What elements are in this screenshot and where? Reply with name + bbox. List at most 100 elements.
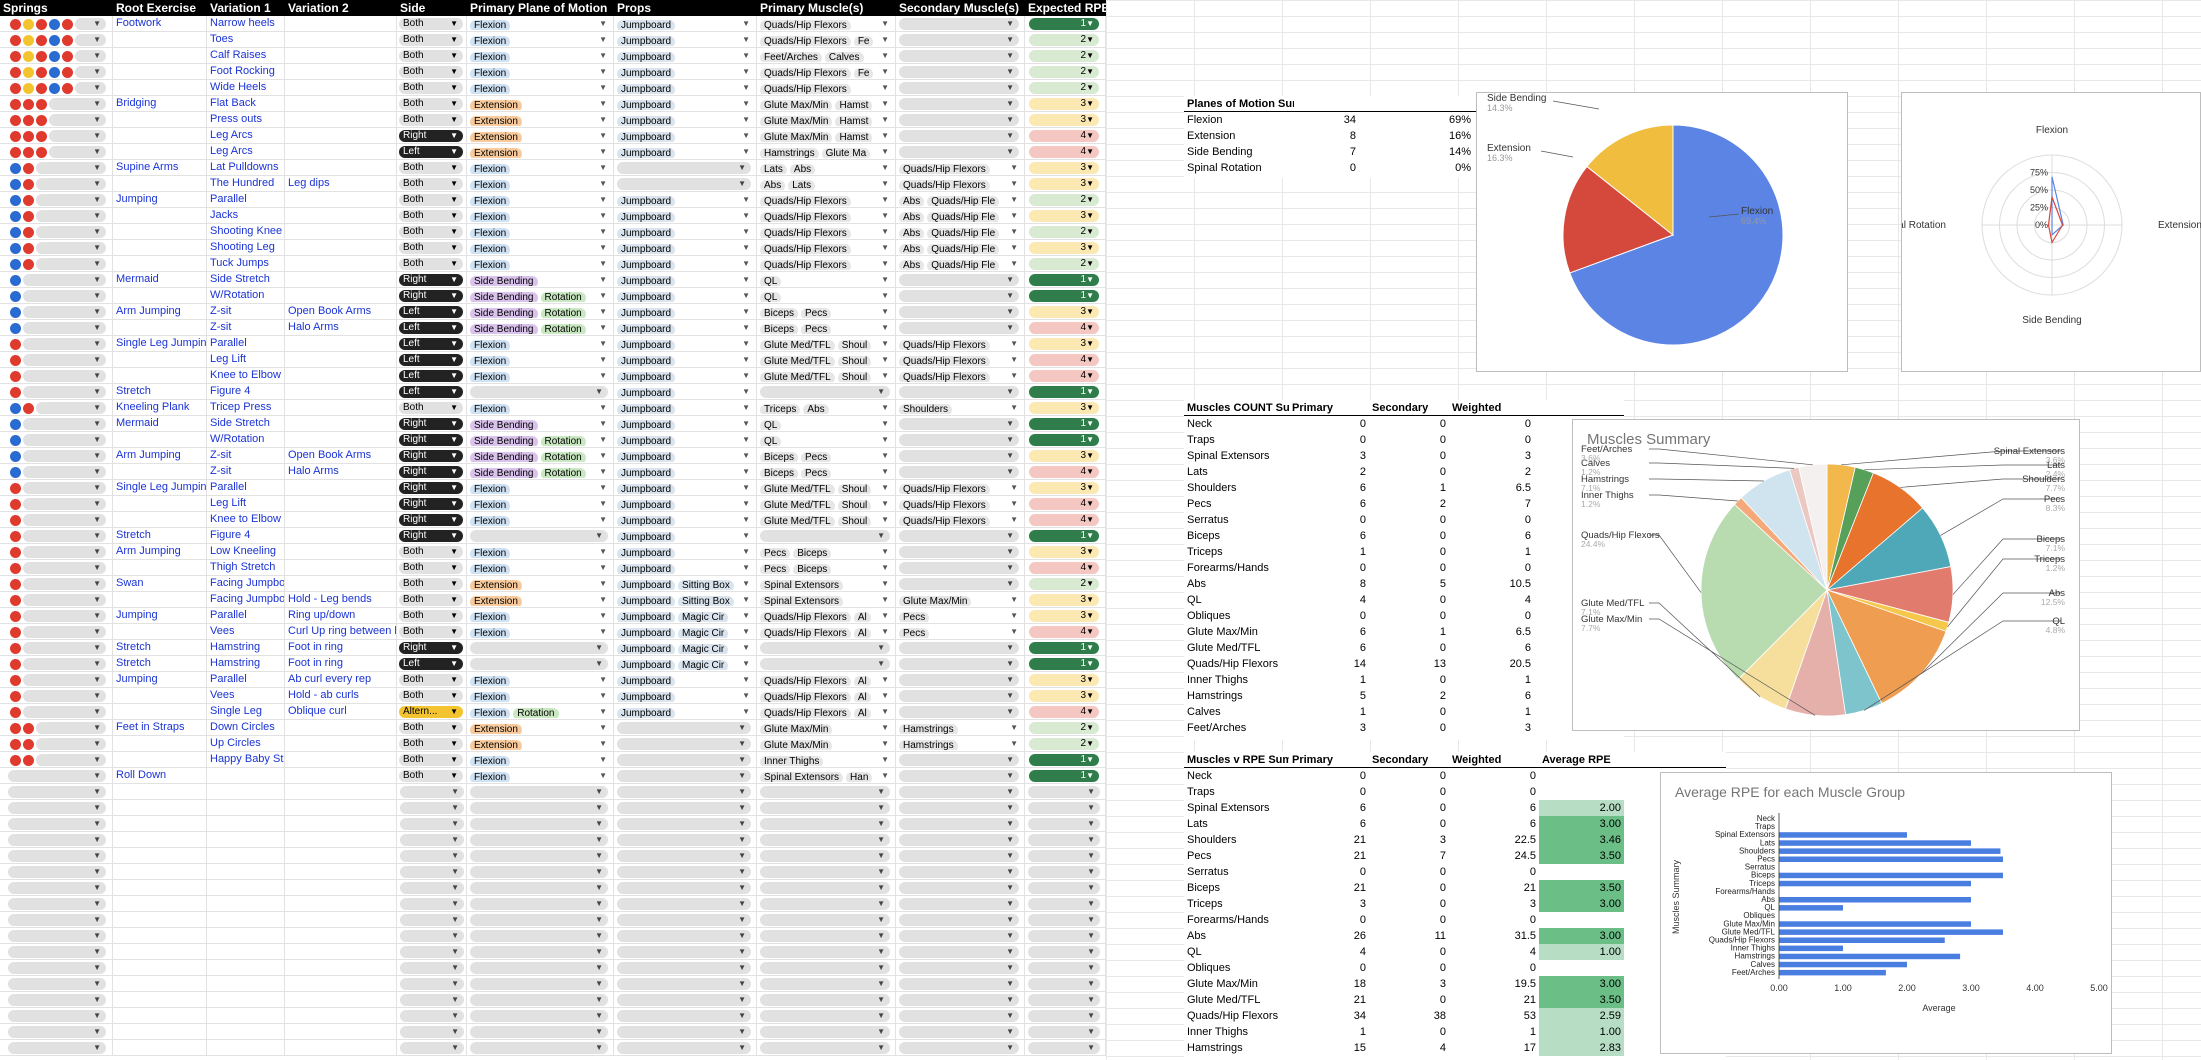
side-dropdown[interactable]: Both ▼ bbox=[397, 96, 467, 112]
avg-rpe-bar-chart[interactable]: Average RPE for each Muscle Group Neck Tra… bbox=[1660, 772, 2112, 1054]
side-pill[interactable]: Both ▼ bbox=[399, 66, 463, 78]
rpe-dropdown[interactable]: 2 ▼ bbox=[1025, 720, 1106, 736]
plane-dropdown[interactable]: Flexion ▼ bbox=[467, 512, 614, 528]
side-dropdown[interactable]: Left ▼ bbox=[397, 336, 467, 352]
empty-dropdown[interactable]: ▼ bbox=[899, 866, 1019, 878]
empty-dropdown[interactable]: ▼ bbox=[470, 386, 608, 398]
plane-dropdown[interactable]: Flexion ▼ bbox=[467, 240, 614, 256]
rpe-dropdown[interactable]: 2 ▼ bbox=[1025, 256, 1106, 272]
primary-muscle-dropdown[interactable]: ▼ bbox=[757, 832, 896, 848]
primary-muscle-dropdown[interactable]: Quads/Hip Flexors ▼ bbox=[757, 224, 896, 240]
secondary-muscle-dropdown[interactable]: ▼ bbox=[896, 48, 1025, 64]
rpe-dropdown[interactable]: ▼ bbox=[1025, 816, 1106, 832]
props-dropdown[interactable]: Jumpboard ▼ bbox=[614, 464, 757, 480]
side-dropdown[interactable]: ▼ bbox=[397, 1040, 467, 1056]
rpe-dropdown[interactable]: 2 ▼ bbox=[1025, 576, 1106, 592]
plane-dropdown[interactable]: Side Bending Rotation ▼ bbox=[467, 320, 614, 336]
side-dropdown[interactable]: Right ▼ bbox=[397, 640, 467, 656]
springs-dropdown[interactable]: ▼ bbox=[23, 530, 106, 542]
empty-dropdown[interactable]: ▼ bbox=[617, 978, 751, 990]
rpe-pill[interactable]: 2 ▼ bbox=[1029, 578, 1099, 590]
primary-muscle-dropdown[interactable]: Biceps Pecs ▼ bbox=[757, 320, 896, 336]
side-dropdown[interactable]: Both ▼ bbox=[397, 576, 467, 592]
springs-dropdown[interactable]: ▼ bbox=[49, 114, 106, 126]
plane-dropdown[interactable]: ▼ bbox=[467, 928, 614, 944]
springs-empty-dropdown[interactable]: ▼ bbox=[8, 1026, 106, 1038]
rpe-pill[interactable]: 1 ▼ bbox=[1029, 770, 1099, 782]
primary-muscle-dropdown[interactable]: ▼ bbox=[757, 656, 896, 672]
secondary-muscle-dropdown[interactable]: ▼ bbox=[896, 576, 1025, 592]
side-dropdown[interactable]: ▼ bbox=[397, 992, 467, 1008]
primary-muscle-dropdown[interactable]: QL ▼ bbox=[757, 288, 896, 304]
rpe-pill[interactable]: 4 ▼ bbox=[1029, 626, 1099, 638]
springs-dropdown[interactable]: ▼ bbox=[23, 354, 106, 366]
rpe-pill[interactable]: 3 ▼ bbox=[1029, 610, 1099, 622]
props-dropdown[interactable]: Jumpboard ▼ bbox=[614, 480, 757, 496]
props-dropdown[interactable]: Jumpboard ▼ bbox=[614, 96, 757, 112]
plane-dropdown[interactable]: Flexion ▼ bbox=[467, 48, 614, 64]
springs-dropdown[interactable]: ▼ bbox=[23, 482, 106, 494]
rpe-dropdown[interactable]: 3 ▼ bbox=[1025, 480, 1106, 496]
plane-dropdown[interactable]: Flexion ▼ bbox=[467, 192, 614, 208]
springs-empty-dropdown[interactable]: ▼ bbox=[8, 978, 106, 990]
side-dropdown[interactable]: Both ▼ bbox=[397, 592, 467, 608]
rpe-dropdown[interactable]: 1 ▼ bbox=[1025, 432, 1106, 448]
props-dropdown[interactable]: Jumpboard ▼ bbox=[614, 192, 757, 208]
empty-dropdown[interactable]: ▼ bbox=[899, 114, 1019, 126]
rpe-dropdown[interactable]: 3 ▼ bbox=[1025, 208, 1106, 224]
rpe-dropdown[interactable]: ▼ bbox=[1025, 784, 1106, 800]
rpe-pill[interactable]: 3 ▼ bbox=[1029, 690, 1099, 702]
empty-dropdown[interactable]: ▼ bbox=[760, 930, 890, 942]
props-dropdown[interactable]: ▼ bbox=[614, 944, 757, 960]
empty-dropdown[interactable]: ▼ bbox=[400, 994, 464, 1006]
plane-dropdown[interactable]: Flexion ▼ bbox=[467, 496, 614, 512]
primary-muscle-dropdown[interactable]: QL ▼ bbox=[757, 432, 896, 448]
side-pill[interactable]: Both ▼ bbox=[399, 674, 463, 686]
plane-dropdown[interactable]: Side Bending Rotation ▼ bbox=[467, 448, 614, 464]
side-pill[interactable]: Right ▼ bbox=[399, 130, 463, 142]
rpe-dropdown[interactable]: 1 ▼ bbox=[1025, 272, 1106, 288]
secondary-muscle-dropdown[interactable]: ▼ bbox=[896, 544, 1025, 560]
empty-dropdown[interactable]: ▼ bbox=[400, 962, 464, 974]
plane-dropdown[interactable]: Flexion ▼ bbox=[467, 544, 614, 560]
props-dropdown[interactable]: Jumpboard Magic Cir ▼ bbox=[614, 608, 757, 624]
rpe-dropdown[interactable]: ▼ bbox=[1025, 896, 1106, 912]
rpe-dropdown[interactable]: ▼ bbox=[1025, 960, 1106, 976]
rpe-pill[interactable]: 2 ▼ bbox=[1029, 258, 1099, 270]
empty-dropdown[interactable]: ▼ bbox=[899, 834, 1019, 846]
rpe-dropdown[interactable]: 3 ▼ bbox=[1025, 240, 1106, 256]
plane-dropdown[interactable]: Flexion ▼ bbox=[467, 336, 614, 352]
springs-empty-dropdown[interactable]: ▼ bbox=[8, 946, 106, 958]
springs-empty-dropdown[interactable]: ▼ bbox=[8, 962, 106, 974]
secondary-muscle-dropdown[interactable]: ▼ bbox=[896, 16, 1025, 32]
primary-muscle-dropdown[interactable]: Biceps Pecs ▼ bbox=[757, 448, 896, 464]
plane-dropdown[interactable]: Side Bending ▼ bbox=[467, 416, 614, 432]
empty-dropdown[interactable]: ▼ bbox=[400, 914, 464, 926]
rpe-pill[interactable]: 1 ▼ bbox=[1029, 386, 1099, 398]
springs-dropdown[interactable]: ▼ bbox=[23, 674, 106, 686]
empty-dropdown[interactable]: ▼ bbox=[470, 930, 608, 942]
secondary-muscle-dropdown[interactable]: ▼ bbox=[896, 912, 1025, 928]
side-dropdown[interactable]: Altern... ▼ bbox=[397, 704, 467, 720]
rpe-dropdown[interactable]: 1 ▼ bbox=[1025, 416, 1106, 432]
plane-dropdown[interactable]: Extension ▼ bbox=[467, 144, 614, 160]
secondary-muscle-dropdown[interactable]: ▼ bbox=[896, 752, 1025, 768]
primary-muscle-dropdown[interactable]: ▼ bbox=[757, 912, 896, 928]
secondary-muscle-dropdown[interactable]: ▼ bbox=[896, 384, 1025, 400]
plane-dropdown[interactable]: ▼ bbox=[467, 944, 614, 960]
side-pill[interactable]: Both ▼ bbox=[399, 402, 463, 414]
primary-muscle-dropdown[interactable]: ▼ bbox=[757, 1008, 896, 1024]
empty-dropdown[interactable]: ▼ bbox=[617, 162, 751, 174]
rpe-pill[interactable]: 4 ▼ bbox=[1029, 514, 1099, 526]
secondary-muscle-dropdown[interactable]: ▼ bbox=[896, 64, 1025, 80]
props-dropdown[interactable]: Jumpboard ▼ bbox=[614, 208, 757, 224]
plane-dropdown[interactable]: ▼ bbox=[467, 1040, 614, 1056]
rpe-dropdown[interactable]: 3 ▼ bbox=[1025, 304, 1106, 320]
side-dropdown[interactable]: Both ▼ bbox=[397, 560, 467, 576]
plane-dropdown[interactable]: Extension ▼ bbox=[467, 720, 614, 736]
rpe-pill[interactable]: 3 ▼ bbox=[1029, 546, 1099, 558]
plane-dropdown[interactable]: Flexion ▼ bbox=[467, 768, 614, 784]
rpe-pill[interactable]: 3 ▼ bbox=[1029, 306, 1099, 318]
side-dropdown[interactable]: Both ▼ bbox=[397, 160, 467, 176]
rpe-dropdown[interactable]: ▼ bbox=[1025, 976, 1106, 992]
